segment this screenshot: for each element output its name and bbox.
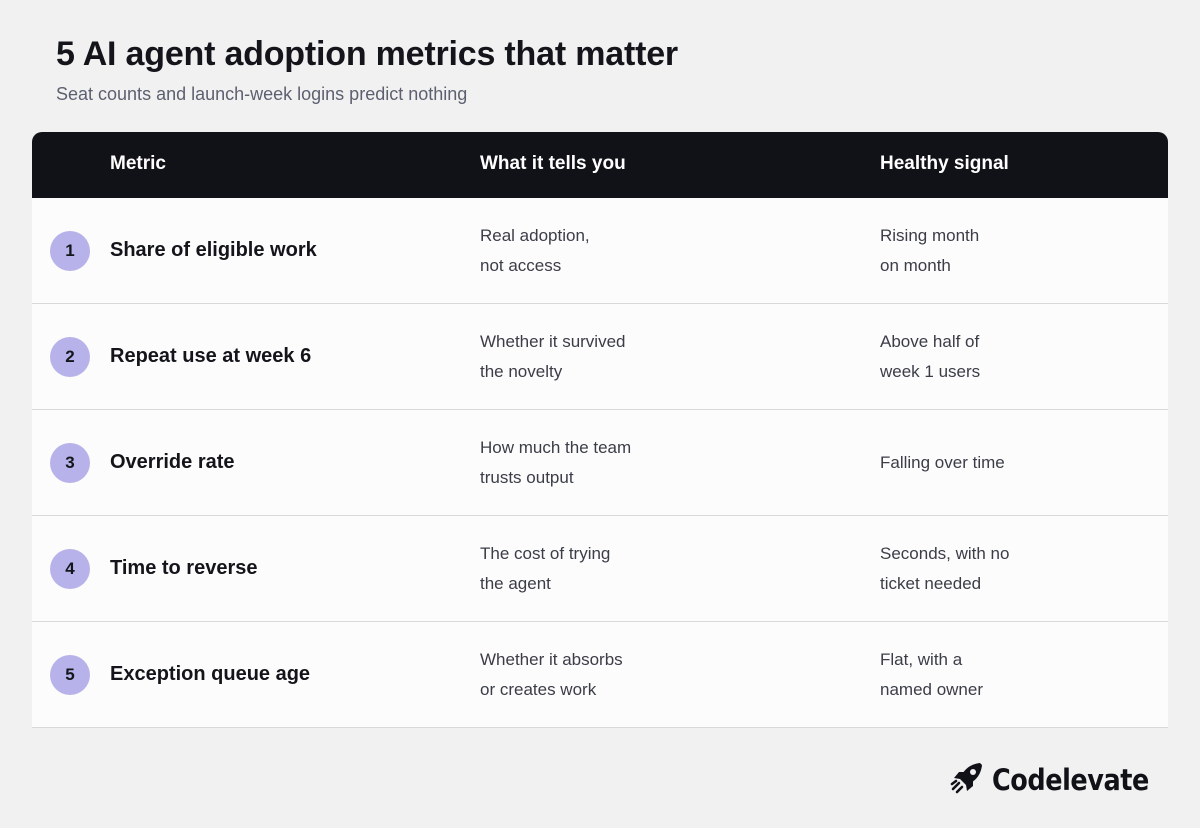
cell-line: The cost of trying: [480, 543, 611, 563]
healthy-signal-cell: Falling over time: [880, 410, 1150, 515]
page-title: 5 AI agent adoption metrics that matter: [56, 35, 678, 73]
what-it-tells-you-cell: Real adoption, not access: [480, 198, 860, 303]
cell-line: Real adoption,: [480, 225, 590, 245]
cell-line: the novelty: [480, 361, 563, 381]
what-it-tells-you-cell: Whether it absorbs or creates work: [480, 622, 860, 727]
cell-line: Rising month: [880, 225, 980, 245]
table-row: 5 Exception queue age Whether it absorbs…: [32, 622, 1168, 728]
column-header-what-it-tells-you: What it tells you: [480, 153, 626, 174]
table-row: 3 Override rate How much the team trusts…: [32, 410, 1168, 516]
cell-line: the agent: [480, 573, 551, 593]
healthy-signal-cell: Rising month on month: [880, 198, 1150, 303]
metrics-table: Metric What it tells you Healthy signal …: [32, 132, 1168, 728]
metric-name: Time to reverse: [110, 557, 258, 579]
rocket-icon: [950, 761, 986, 800]
cell-line: not access: [480, 255, 562, 275]
what-it-tells-you-cell: The cost of trying the agent: [480, 516, 860, 621]
column-header-healthy-signal: Healthy signal: [880, 153, 1009, 174]
cell-line: ticket needed: [880, 573, 982, 593]
table-header: Metric What it tells you Healthy signal: [32, 132, 1168, 198]
cell-line: Flat, with a: [880, 649, 963, 669]
brand-name: Codelevate: [991, 763, 1149, 797]
cell-line: Whether it absorbs: [480, 649, 623, 669]
row-number-badge: 4: [50, 549, 90, 589]
cell-line: trusts output: [480, 467, 574, 487]
table-row: 2 Repeat use at week 6 Whether it surviv…: [32, 304, 1168, 410]
table-row: 1 Share of eligible work Real adoption, …: [32, 198, 1168, 304]
row-number-badge: 1: [50, 231, 90, 271]
brand-logo: Codelevate: [950, 762, 1152, 798]
cell-line: Falling over time: [880, 452, 1005, 472]
column-header-metric: Metric: [110, 153, 166, 174]
cell-line: Seconds, with no: [880, 543, 1010, 563]
cell-line: Above half of: [880, 331, 980, 351]
page-subtitle: Seat counts and launch-week logins predi…: [56, 84, 468, 104]
table-row: 4 Time to reverse The cost of trying the…: [32, 516, 1168, 622]
what-it-tells-you-cell: Whether it survived the novelty: [480, 304, 860, 409]
row-number-badge: 3: [50, 443, 90, 483]
metric-name: Override rate: [110, 451, 235, 473]
cell-line: week 1 users: [880, 361, 981, 381]
cell-line: on month: [880, 255, 951, 275]
metric-name: Repeat use at week 6: [110, 345, 312, 367]
row-number-badge: 2: [50, 337, 90, 377]
cell-line: named owner: [880, 679, 984, 699]
healthy-signal-cell: Seconds, with no ticket needed: [880, 516, 1150, 621]
row-number-badge: 5: [50, 655, 90, 695]
cell-line: How much the team: [480, 437, 632, 457]
what-it-tells-you-cell: How much the team trusts output: [480, 410, 860, 515]
metric-name: Exception queue age: [110, 663, 311, 685]
cell-line: Whether it survived: [480, 331, 626, 351]
cell-line: or creates work: [480, 679, 597, 699]
metric-name: Share of eligible work: [110, 239, 317, 261]
healthy-signal-cell: Above half of week 1 users: [880, 304, 1150, 409]
healthy-signal-cell: Flat, with a named owner: [880, 622, 1150, 727]
